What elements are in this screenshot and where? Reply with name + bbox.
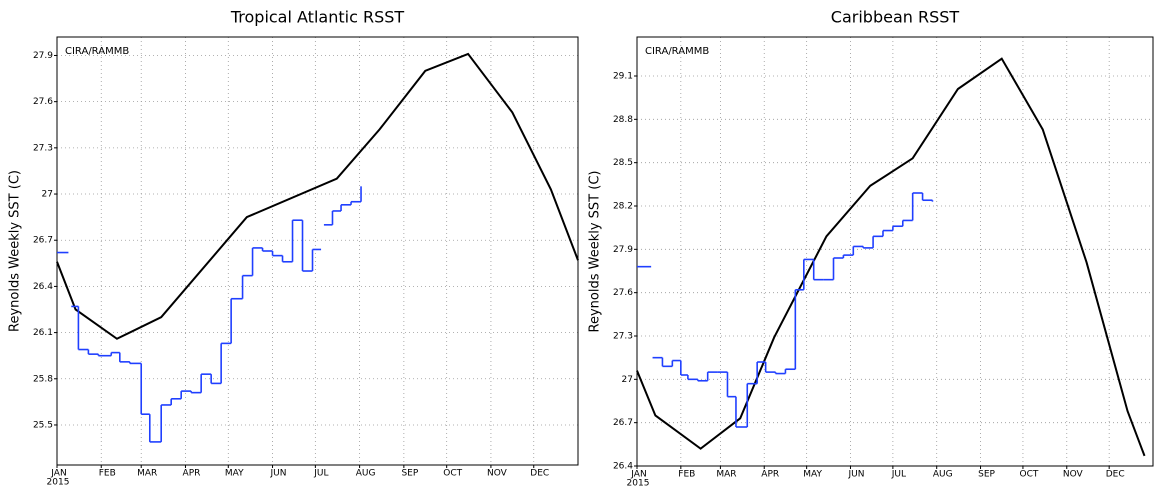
y-tick-label: 26.4 xyxy=(33,282,53,292)
y-tick-label: 27.3 xyxy=(613,332,633,342)
x-tick-label: JUL xyxy=(891,470,906,480)
x-tick-label: JUN xyxy=(270,469,287,479)
x-tick-label: MAY xyxy=(225,469,244,479)
plot-frame xyxy=(56,36,579,466)
y-tick-label: 29.1 xyxy=(613,72,633,82)
year-label: 2015 xyxy=(627,479,650,489)
y-tick-label: 27.6 xyxy=(613,288,633,298)
x-tick-label: DEC xyxy=(530,469,549,479)
y-tick-label: 25.5 xyxy=(33,420,53,430)
y-tick-label: 26.7 xyxy=(33,236,53,246)
x-tick-label: SEP xyxy=(401,469,418,479)
climatology-line xyxy=(56,52,579,340)
x-tick-label: MAY xyxy=(803,470,822,480)
x-tick-label: MAR xyxy=(716,470,736,480)
x-tick-label: DEC xyxy=(1106,470,1125,480)
chart-title: Tropical Atlantic RSST xyxy=(230,8,405,27)
y-tick-label: 27.6 xyxy=(33,97,53,107)
plot-frame xyxy=(636,36,1154,467)
y-tick-label: 28.5 xyxy=(613,158,633,168)
x-tick-label: JUN xyxy=(847,470,864,480)
y-tick-label: 26.4 xyxy=(613,462,633,472)
y-axis-label: Reynolds Weekly SST (C) xyxy=(8,170,23,332)
x-tick-label: OCT xyxy=(443,469,462,479)
year-label: 2015 xyxy=(47,478,70,488)
y-tick-label: 27.3 xyxy=(33,143,53,153)
y-tick-label: 27.9 xyxy=(613,245,633,255)
x-tick-label: APR xyxy=(761,470,779,480)
y-tick-label: 26.1 xyxy=(33,328,53,338)
annotation: CIRA/RAMMB xyxy=(65,46,129,57)
x-tick-label: AUG xyxy=(356,469,376,479)
x-tick-label: JUL xyxy=(313,469,328,479)
x-tick-label: NOV xyxy=(1063,470,1084,480)
y-tick-label: 27 xyxy=(42,190,53,200)
annotation: CIRA/RAMMB xyxy=(645,46,709,57)
chart-title: Caribbean RSST xyxy=(831,8,960,27)
y-axis-label: Reynolds Weekly SST (C) xyxy=(588,171,603,333)
x-tick-label: APR xyxy=(183,469,201,479)
y-tick-label: 27.9 xyxy=(33,51,53,61)
x-tick-label: FEB xyxy=(678,470,695,480)
x-tick-label: SEP xyxy=(978,470,995,480)
x-tick-label: JAN xyxy=(630,470,646,480)
x-tick-label: MAR xyxy=(137,469,157,479)
x-tick-label: OCT xyxy=(1020,470,1039,480)
y-tick-label: 28.8 xyxy=(613,115,633,125)
x-tick-label: FEB xyxy=(99,469,116,479)
y-tick-label: 28.2 xyxy=(613,202,633,212)
y-tick-label: 27 xyxy=(622,375,633,385)
x-tick-label: AUG xyxy=(933,470,953,480)
x-tick-label: NOV xyxy=(487,469,508,479)
y-tick-label: 26.7 xyxy=(613,418,633,428)
x-tick-label: JAN xyxy=(50,469,66,479)
climatology-line xyxy=(636,57,1146,457)
y-tick-label: 25.8 xyxy=(33,374,53,384)
